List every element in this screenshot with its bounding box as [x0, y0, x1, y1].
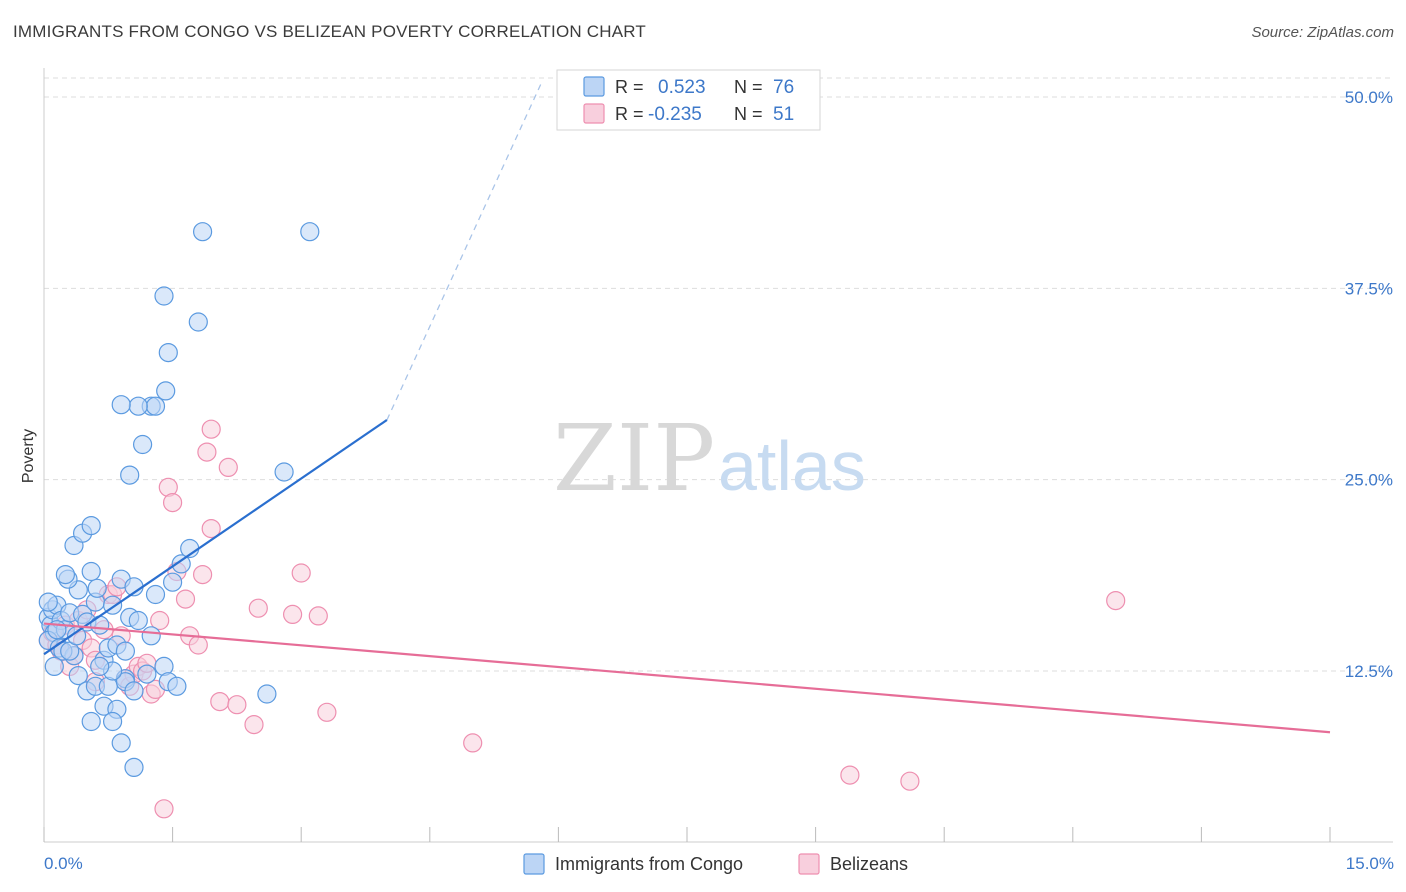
belizeans-point	[218, 457, 238, 477]
belizeans-point	[283, 604, 303, 625]
y-tick-label: 25.0%	[1345, 471, 1393, 490]
belizeans-point	[227, 695, 247, 715]
belizeans-point	[150, 610, 170, 631]
watermark-atlas: atlas	[718, 427, 866, 505]
legend-swatch-belizeans	[583, 103, 605, 124]
y-axis-label: Poverty	[20, 429, 37, 483]
legend-swatch-congo	[583, 76, 605, 97]
bottom-legend-swatch-congo	[523, 853, 545, 875]
congo-point	[124, 681, 144, 701]
belizeans-trend-line	[43, 622, 1331, 734]
legend-n-label-congo: N =	[734, 77, 763, 97]
bottom-legend: Immigrants from Congo Belizeans	[523, 853, 908, 875]
congo-point	[156, 381, 176, 401]
congo-point	[145, 396, 166, 416]
belizeans-point	[175, 589, 196, 609]
congo-point	[81, 711, 101, 732]
y-tick-label: 50.0%	[1345, 88, 1393, 107]
belizeans-point	[291, 563, 311, 583]
congo-points	[38, 222, 320, 778]
legend-n-value-congo: 76	[773, 77, 794, 98]
congo-point	[141, 626, 161, 646]
congo-point	[300, 222, 320, 242]
y-tick-label: 12.5%	[1345, 662, 1393, 681]
congo-point	[158, 343, 178, 363]
y-tick-label: 37.5%	[1345, 279, 1393, 298]
belizeans-point	[248, 598, 268, 618]
congo-point	[167, 676, 187, 696]
congo-point	[55, 564, 76, 585]
legend-r-value-belizeans: -0.235	[648, 104, 702, 125]
belizeans-point	[201, 419, 221, 439]
congo-point	[68, 665, 88, 686]
congo-point	[257, 684, 277, 704]
congo-point	[90, 656, 110, 677]
belizeans-point	[154, 799, 174, 819]
watermark: ZIP atlas	[553, 405, 866, 512]
congo-point	[171, 554, 191, 574]
belizeans-point	[840, 765, 860, 785]
x-axis-max-label: 15.0%	[1346, 854, 1394, 873]
legend-r-label-belizeans: R =	[615, 104, 644, 124]
bottom-legend-label-belizeans: Belizeans	[830, 854, 908, 874]
belizeans-point	[244, 714, 264, 735]
belizeans-point	[317, 702, 337, 722]
trend-lines	[43, 82, 1331, 734]
chart-title: IMMIGRANTS FROM CONGO VS BELIZEAN POVERT…	[13, 22, 647, 41]
congo-point	[137, 664, 157, 684]
congo-point	[154, 286, 174, 306]
congo-point	[124, 757, 144, 778]
belizeans-point	[193, 564, 213, 585]
congo-point	[193, 222, 213, 242]
belizeans-point	[1106, 590, 1126, 611]
congo-trend-extension	[386, 82, 542, 421]
belizeans-point	[900, 771, 920, 791]
congo-point	[81, 561, 101, 582]
belizeans-point	[201, 518, 221, 539]
congo-point	[87, 578, 107, 598]
axes-layer	[43, 68, 1393, 843]
watermark-zip: ZIP	[553, 405, 715, 512]
legend-n-label-belizeans: N =	[734, 104, 763, 124]
congo-point	[111, 395, 131, 415]
congo-point	[115, 641, 136, 661]
bottom-legend-swatch-belizeans	[798, 853, 820, 875]
bottom-legend-label-congo: Immigrants from Congo	[555, 854, 743, 874]
congo-point	[128, 610, 148, 631]
legend-n-value-belizeans: 51	[773, 104, 794, 125]
legend-r-label-congo: R =	[615, 77, 644, 97]
belizeans-point	[463, 733, 483, 753]
congo-point	[274, 462, 294, 482]
belizeans-point	[210, 691, 230, 712]
source-label: Source: ZipAtlas.com	[1251, 24, 1394, 41]
congo-point	[145, 584, 166, 605]
congo-point	[111, 733, 131, 753]
congo-point	[81, 515, 101, 536]
legend-r-value-congo: 0.523	[658, 77, 706, 98]
congo-point	[120, 465, 140, 485]
grid-layer	[44, 77, 1393, 672]
belizeans-point	[188, 635, 208, 655]
congo-point	[38, 592, 58, 612]
x-axis-min-label: 0.0%	[44, 854, 83, 873]
congo-point	[44, 656, 64, 677]
legend-box: R = 0.523 N = 76 R = -0.235 N = 51	[556, 69, 821, 131]
congo-point	[133, 434, 153, 455]
congo-point	[128, 396, 148, 416]
congo-trend-line	[43, 419, 388, 656]
congo-point	[188, 312, 208, 332]
tick-labels: 12.5% 25.0% 37.5% 50.0%	[1345, 88, 1393, 681]
congo-point	[90, 615, 110, 635]
belizeans-point	[308, 606, 328, 626]
belizeans-point	[163, 493, 183, 513]
congo-point	[163, 572, 183, 592]
congo-point	[102, 711, 123, 732]
belizeans-point	[197, 442, 217, 462]
